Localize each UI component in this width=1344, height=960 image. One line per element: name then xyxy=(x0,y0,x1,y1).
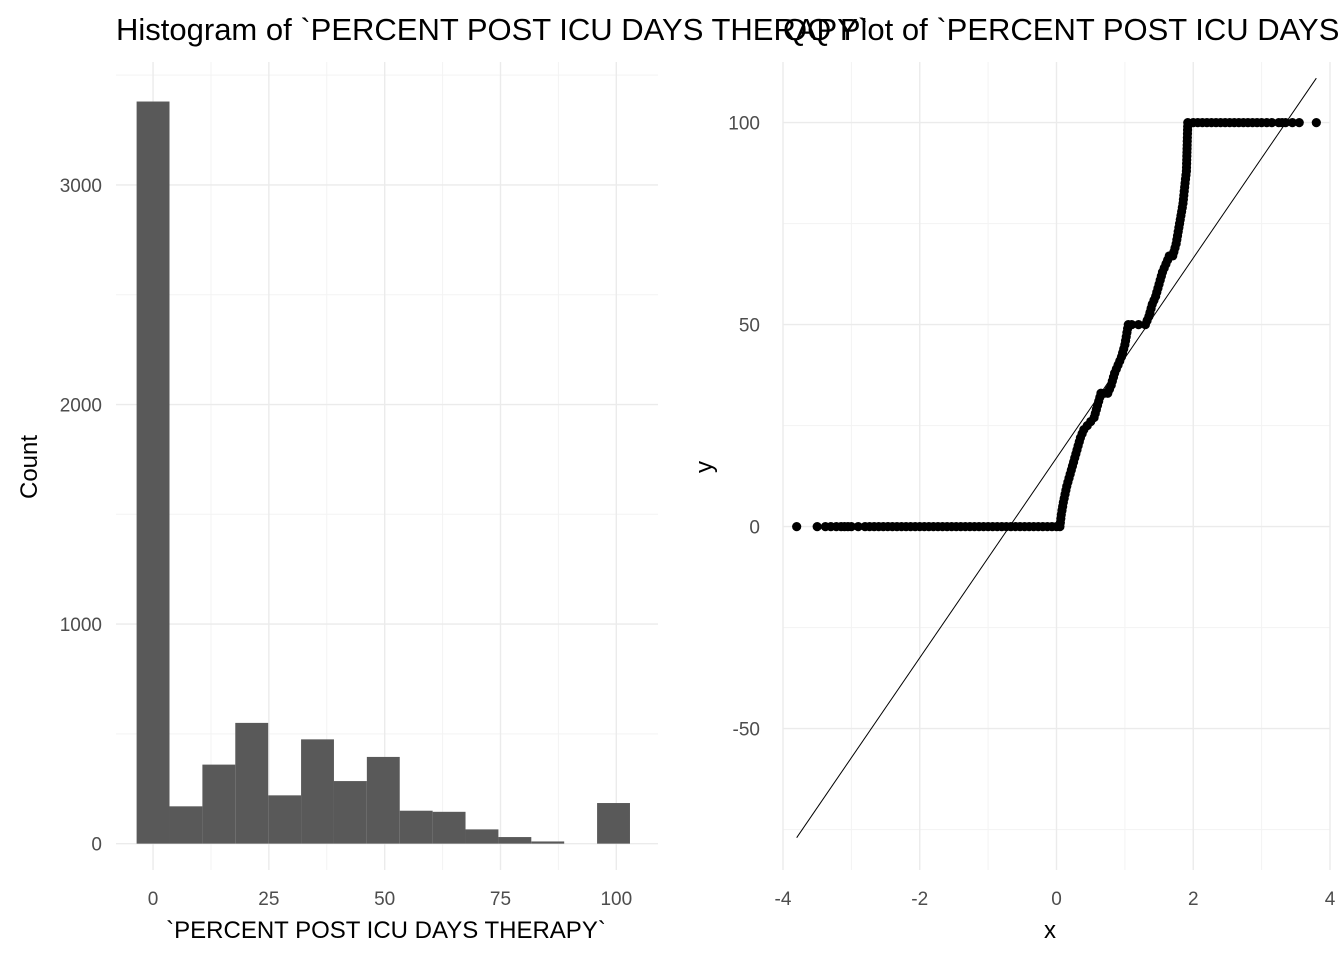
histogram-x-tick-label: 25 xyxy=(258,889,279,910)
qq-x-axis-title: x xyxy=(1044,917,1056,944)
qq-points xyxy=(792,118,1321,532)
histogram-bar xyxy=(465,829,499,844)
qq-point xyxy=(1133,320,1144,330)
histogram-x-tick-label: 50 xyxy=(374,889,395,910)
qq-x-tick-label: -4 xyxy=(775,889,792,910)
histogram-minor-gridlines xyxy=(116,62,658,870)
qq-point xyxy=(1280,118,1291,128)
qq-y-tick-label: 50 xyxy=(739,316,760,337)
histogram-bar xyxy=(498,837,532,844)
qq-point xyxy=(853,522,863,532)
histogram-bar xyxy=(432,811,466,844)
qq-x-tick-label: 4 xyxy=(1325,889,1336,910)
histogram-bar xyxy=(235,722,269,844)
histogram-bar xyxy=(268,795,302,844)
qq-point xyxy=(1294,118,1304,128)
qq-x-tick-label: -2 xyxy=(911,889,928,910)
histogram-y-axis-title: Count xyxy=(16,435,43,499)
qq-x-tick-labels: -4 -2 0 2 4 xyxy=(775,889,1336,910)
histogram-bar xyxy=(136,101,170,844)
qq-y-tick-label: -50 xyxy=(733,720,760,741)
histogram-title: Histogram of `PERCENT POST ICU DAYS THER… xyxy=(116,12,868,47)
histogram-bar xyxy=(597,803,630,844)
histogram-y-tick-label: 3000 xyxy=(60,176,102,197)
qq-point xyxy=(1267,118,1277,128)
histogram-y-tick-label: 1000 xyxy=(60,615,102,636)
histogram-y-tick-label: 0 xyxy=(91,835,102,856)
qq-point xyxy=(792,522,802,532)
histogram-x-tick-label: 100 xyxy=(600,889,632,910)
histogram-y-tick-label: 2000 xyxy=(60,396,102,417)
qq-x-tick-label: 0 xyxy=(1051,889,1062,910)
histogram-x-axis-title: `PERCENT POST ICU DAYS THERAPY` xyxy=(166,917,606,944)
histogram-x-tick-label: 75 xyxy=(490,889,511,910)
histogram-bar xyxy=(301,739,334,844)
histogram-bar xyxy=(399,810,433,844)
qq-point xyxy=(846,522,856,532)
qq-y-axis-title: y xyxy=(691,461,718,473)
qq-point xyxy=(812,522,822,532)
histogram-y-tick-labels: 0 1000 2000 3000 xyxy=(60,176,102,856)
histogram-bar xyxy=(531,841,565,844)
histogram-bars xyxy=(136,101,630,844)
qq-y-tick-labels: -50 0 50 100 xyxy=(728,114,760,741)
qq-plot-panel: -4 -2 0 2 4 -50 0 50 100 QQ Plot of `PERCENT PO… xyxy=(691,12,1344,944)
qq-x-tick-label: 2 xyxy=(1188,889,1199,910)
qq-reference-line xyxy=(796,77,1317,838)
qq-point xyxy=(1127,320,1137,330)
histogram-bar xyxy=(366,756,400,844)
histogram-plot-area xyxy=(116,62,658,870)
qq-y-tick-label: 0 xyxy=(749,518,760,539)
histogram-x-tick-labels: 0 25 50 75 100 xyxy=(148,889,632,910)
qq-title: QQ Plot of `PERCENT POST ICU DAYS THERAP… xyxy=(783,12,1344,47)
qq-point xyxy=(1311,118,1321,128)
histogram-x-tick-label: 0 xyxy=(148,889,159,910)
qq-reference-line-group xyxy=(796,77,1317,838)
histogram-bar xyxy=(333,781,367,844)
qq-point xyxy=(1287,118,1297,128)
qq-y-tick-label: 100 xyxy=(728,114,760,135)
histogram-bar xyxy=(202,764,236,844)
histogram-bar xyxy=(169,806,203,844)
